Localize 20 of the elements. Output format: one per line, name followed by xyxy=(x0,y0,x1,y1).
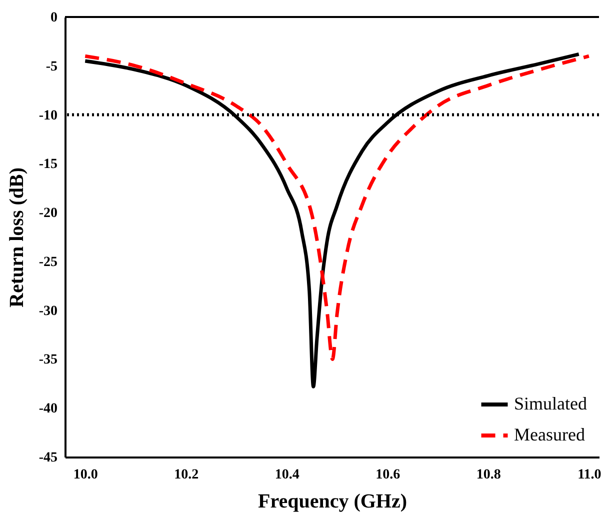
y-tick-label: -5 xyxy=(46,59,58,74)
y-tick-label: 0 xyxy=(50,10,58,26)
y-tick-label: -35 xyxy=(38,352,58,368)
y-axis-title: Return loss (dB) xyxy=(6,167,28,308)
legend-label: Simulated xyxy=(514,394,587,414)
y-tick-label: -20 xyxy=(38,206,58,222)
legend-label: Measured xyxy=(514,424,585,444)
x-axis-title: Frequency (GHz) xyxy=(258,490,408,512)
x-tick-label: 10.2 xyxy=(174,468,199,482)
x-tick-label: 10.8 xyxy=(476,468,501,482)
y-tick-label: -25 xyxy=(38,254,58,270)
x-tick-label: 11.0 xyxy=(578,468,602,482)
y-tick-label: -30 xyxy=(38,304,58,319)
x-tick-label: 10.0 xyxy=(73,468,98,482)
y-tick-label: -40 xyxy=(38,402,58,417)
y-tick-label: -10 xyxy=(38,108,58,124)
y-tick-label: -45 xyxy=(38,450,58,466)
x-tick-label: 10.6 xyxy=(376,468,400,482)
x-tick-label: 10.4 xyxy=(274,468,300,482)
y-tick-label: -15 xyxy=(38,157,58,172)
